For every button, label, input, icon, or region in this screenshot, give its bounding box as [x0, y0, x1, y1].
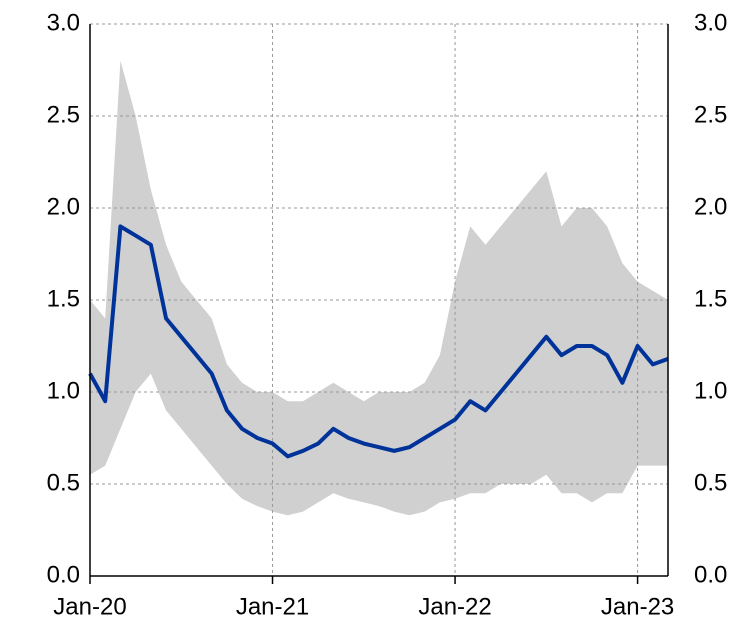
- line: [88, 224, 669, 459]
- y-tick-label: 1.0: [47, 377, 80, 404]
- y-tick-label: 0.5: [47, 469, 80, 496]
- y2-tick-label: 2.0: [694, 193, 727, 220]
- range-band: [90, 60, 668, 516]
- y-tick-label: 0.0: [47, 561, 80, 588]
- x-tick-label: Jan-21: [236, 593, 309, 620]
- y-tick-label: 2.5: [47, 101, 80, 128]
- y-tick-label: 2.0: [47, 193, 80, 220]
- x-tick-label: Jan-22: [418, 593, 491, 620]
- x-tick-label: Jan-20: [53, 593, 126, 620]
- x-tick-label: Jan-23: [601, 593, 674, 620]
- y-tick-label: 1.5: [47, 285, 80, 312]
- y2-tick-label: 1.5: [694, 285, 727, 312]
- y2-tick-label: 1.0: [694, 377, 727, 404]
- y2-tick-label: 0.0: [694, 561, 727, 588]
- y2-tick-label: 0.5: [694, 469, 727, 496]
- y2-tick-label: 2.5: [694, 101, 727, 128]
- y2-tick-label: 3.0: [694, 9, 727, 36]
- y-tick-label: 3.0: [47, 9, 80, 36]
